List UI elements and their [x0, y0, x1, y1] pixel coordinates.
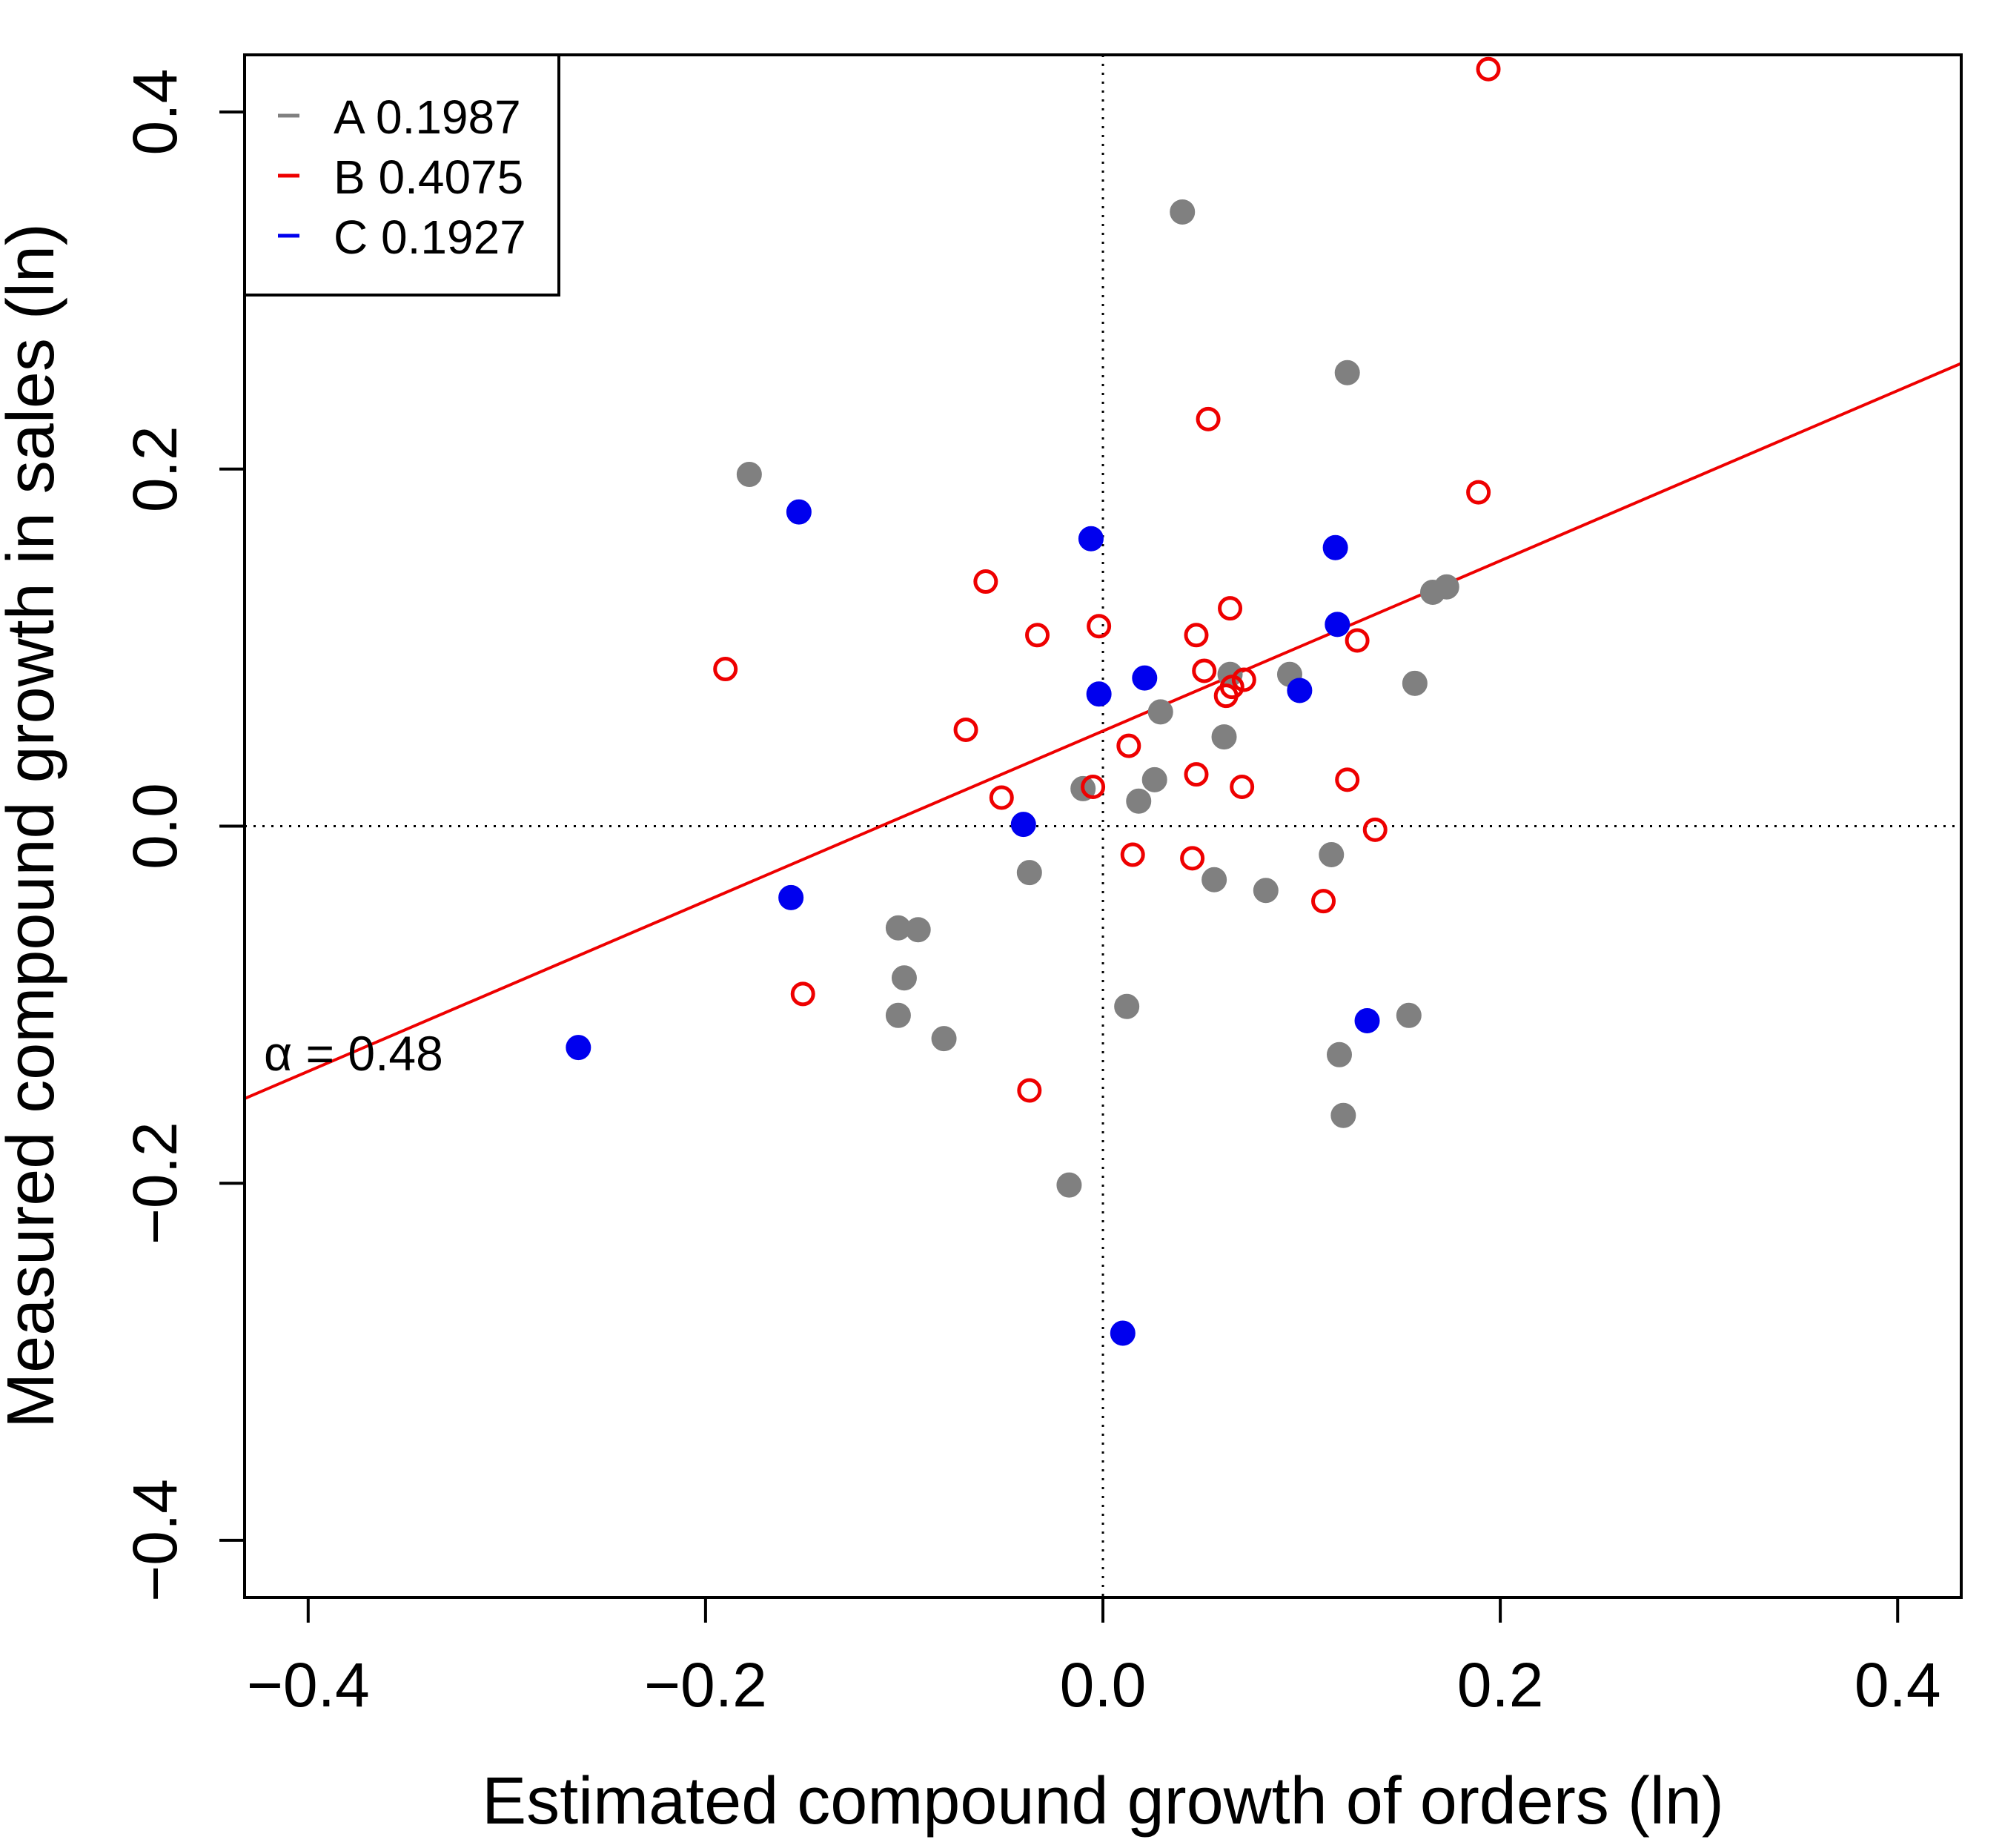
legend: A 0.1987 B 0.4075 C 0.1927 — [243, 53, 560, 297]
y-tick-label: 0.2 — [120, 425, 190, 512]
y-axis: −0.4 −0.2 0.0 0.2 0.4 — [120, 69, 246, 1602]
data-point-b — [953, 717, 978, 742]
data-point-c — [1287, 678, 1313, 703]
data-point-b — [973, 569, 998, 595]
data-point-a — [1330, 1102, 1356, 1128]
data-point-b — [1017, 1078, 1042, 1103]
points-layer — [566, 56, 1501, 1346]
data-point-b — [790, 981, 815, 1007]
data-point-a — [1141, 766, 1167, 792]
legend-label-c: C 0.1927 — [334, 211, 526, 264]
data-point-a — [1126, 788, 1152, 814]
data-point-c — [1322, 534, 1348, 560]
data-point-c — [786, 499, 812, 525]
x-tick-label: −0.2 — [644, 1650, 767, 1720]
data-point-b — [1081, 775, 1106, 800]
data-point-b — [1116, 733, 1141, 758]
series-a — [736, 199, 1459, 1198]
data-point-b — [713, 657, 738, 682]
data-point-c — [1078, 526, 1104, 552]
data-point-a — [1396, 1002, 1422, 1028]
x-axis: −0.4 −0.2 0.0 0.2 0.4 — [247, 1596, 1941, 1720]
reference-lines — [245, 55, 1961, 1597]
data-point-b — [1219, 675, 1244, 700]
data-point-b — [1230, 775, 1255, 800]
data-point-a — [736, 462, 762, 488]
data-point-b — [1184, 762, 1209, 787]
data-point-c — [778, 884, 804, 910]
data-point-a — [1402, 670, 1428, 696]
data-point-b — [1231, 667, 1256, 692]
legend-label-b: B 0.4075 — [334, 150, 523, 204]
data-point-c — [566, 1035, 591, 1061]
legend-item-b: B 0.4075 — [278, 150, 523, 204]
x-tick-label: 0.2 — [1457, 1650, 1544, 1720]
data-point-b — [1345, 628, 1370, 653]
data-point-c — [1132, 665, 1158, 691]
data-point-a — [1056, 1172, 1082, 1198]
x-axis-label: Estimated compound growth of orders (ln) — [482, 1764, 1724, 1838]
data-point-a — [1253, 878, 1279, 904]
y-axis-label: Measured compound growth in sales (ln) — [0, 223, 68, 1428]
data-point-a — [1147, 699, 1173, 725]
data-point-b — [1466, 480, 1491, 505]
y-tick-label: −0.4 — [120, 1479, 190, 1602]
data-point-a — [1211, 724, 1237, 750]
legend-item-c: C 0.1927 — [278, 211, 526, 264]
y-tick-label: 0.0 — [120, 783, 190, 870]
alpha-annotation: α = 0.48 — [264, 1026, 443, 1081]
data-point-c — [1325, 612, 1350, 637]
series-b — [713, 56, 1501, 1103]
data-point-c — [1354, 1008, 1380, 1034]
data-point-a — [1326, 1041, 1352, 1067]
data-point-a — [1334, 360, 1360, 385]
data-point-a — [1319, 842, 1345, 868]
data-point-b — [1180, 846, 1205, 871]
series-c — [566, 499, 1380, 1346]
data-point-b — [1311, 889, 1336, 914]
data-point-a — [905, 917, 931, 943]
data-point-b — [989, 785, 1014, 810]
data-point-a — [1201, 867, 1227, 892]
data-point-b — [1362, 817, 1388, 842]
data-point-b — [1120, 842, 1145, 867]
data-point-a — [1433, 574, 1459, 600]
x-tick-label: −0.4 — [247, 1650, 370, 1720]
data-point-c — [1110, 1320, 1136, 1346]
y-tick-label: 0.4 — [120, 69, 190, 156]
data-point-b — [1476, 56, 1501, 82]
legend-item-a: A 0.1987 — [278, 90, 521, 144]
data-point-b — [1087, 614, 1112, 639]
data-point-a — [1114, 993, 1140, 1019]
data-point-a — [1170, 199, 1196, 225]
data-point-b — [1218, 596, 1243, 621]
regression-line — [245, 362, 1961, 1100]
y-tick-label: −0.2 — [120, 1122, 190, 1245]
legend-label-a: A 0.1987 — [334, 90, 521, 144]
data-point-c — [1086, 681, 1112, 707]
data-point-b — [1184, 623, 1209, 648]
fit-line-layer — [245, 362, 1961, 1100]
x-tick-label: 0.0 — [1060, 1650, 1147, 1720]
data-point-a — [1016, 860, 1042, 886]
data-point-b — [1192, 658, 1217, 683]
data-point-b — [1335, 767, 1360, 792]
data-point-a — [931, 1026, 957, 1052]
data-point-a — [885, 1002, 911, 1028]
data-point-b — [1196, 406, 1221, 431]
data-point-c — [1010, 812, 1036, 838]
x-tick-label: 0.4 — [1854, 1650, 1941, 1720]
data-point-b — [1025, 623, 1050, 648]
data-point-a — [891, 965, 917, 991]
